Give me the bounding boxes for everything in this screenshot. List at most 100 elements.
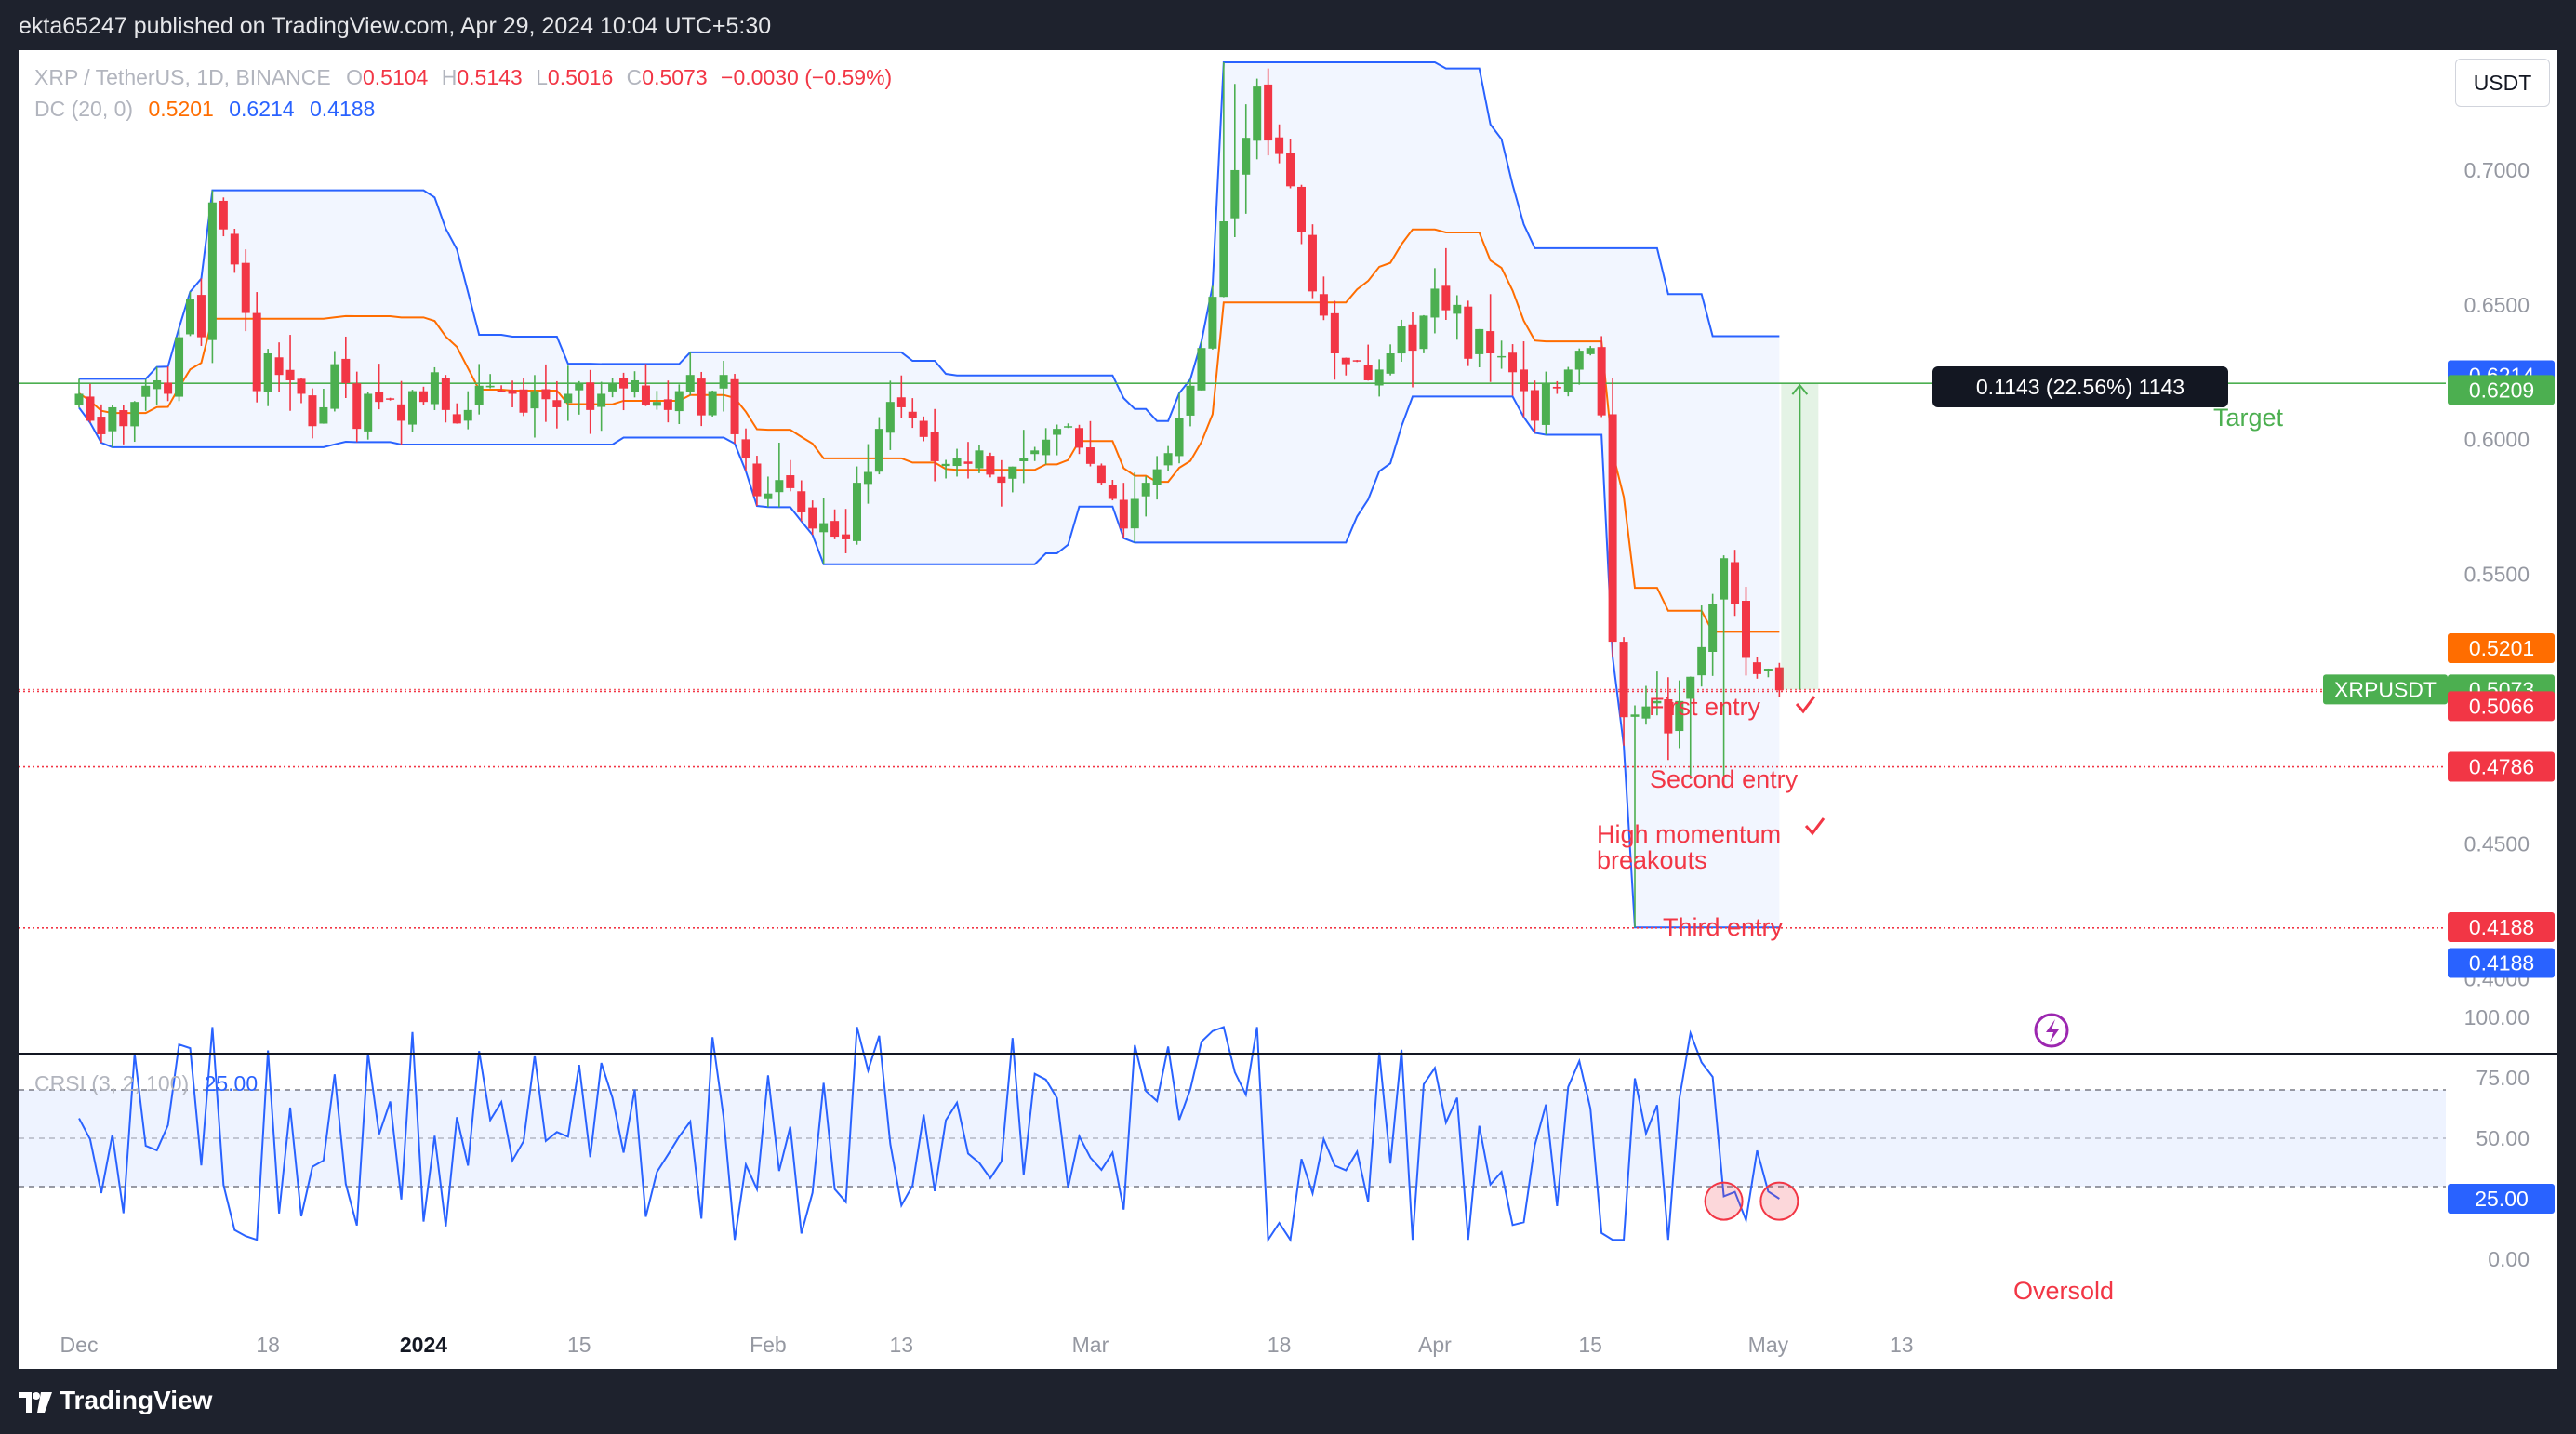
third-entry-tag-bg	[2448, 911, 2555, 942]
candle-body	[1197, 348, 1206, 391]
candle-body	[874, 429, 883, 472]
candle-body	[808, 507, 817, 529]
crsi-legend: CRSI (3, 2, 100) 25.00	[34, 1071, 258, 1096]
crsi-pane	[19, 1026, 2446, 1243]
candle-body	[1675, 700, 1684, 732]
low-label: L	[536, 65, 548, 89]
time-tick-label: 18	[1268, 1333, 1292, 1357]
candle-body	[1408, 324, 1417, 352]
dc-lower-tag-bg	[2448, 948, 2555, 978]
published-info: ekta65247 published on TradingView.com, …	[19, 13, 772, 39]
candle-body	[863, 471, 872, 485]
target-price-tag: 0.6209	[2448, 375, 2555, 405]
close-value: 0.5073	[642, 65, 708, 89]
first-entry-tag-bg	[2448, 691, 2555, 722]
currency-button[interactable]: USDT	[2455, 59, 2550, 107]
crsi-value: 25.00	[204, 1071, 259, 1095]
candle-body	[1075, 428, 1083, 448]
measure-tooltip: 0.1143 (22.56%) 1143	[1932, 366, 2228, 407]
candle-body	[963, 461, 973, 464]
axis-layer: 0.40000.45000.50000.55000.60000.65000.70…	[19, 158, 2557, 1357]
candle-body	[919, 420, 928, 437]
candle-body	[207, 202, 217, 340]
candle-body	[1275, 137, 1284, 154]
candle-body	[285, 369, 295, 380]
candle-body	[853, 483, 861, 541]
candle-body	[119, 410, 128, 427]
candle-body	[797, 491, 806, 512]
crsi-tick-label: 0.00	[2488, 1247, 2530, 1271]
high-label: H	[441, 65, 458, 89]
candle-body	[752, 463, 762, 497]
candle-body	[575, 382, 584, 391]
open-label: O	[346, 65, 363, 89]
price-tick-label: 0.6500	[2464, 293, 2530, 317]
tradingview-logo-icon	[19, 1391, 52, 1413]
candle-body	[1253, 86, 1262, 141]
candle-body	[241, 262, 250, 313]
candle-body	[952, 458, 962, 467]
candle-body	[1430, 288, 1440, 318]
momentum-check-icon	[1804, 817, 1826, 836]
dc-mid-value: 0.5201	[148, 97, 214, 121]
momentum-annotation-line1: High momentum	[1597, 820, 1781, 848]
lightning-icon-bolt	[2046, 1019, 2059, 1042]
candle-body	[652, 402, 661, 406]
candle-body	[474, 385, 484, 405]
donchian-upper-line	[79, 61, 1780, 422]
candle-body	[1508, 352, 1518, 373]
candle-body	[819, 523, 829, 533]
candle-body	[997, 476, 1006, 484]
dc-upper-value: 0.6214	[229, 97, 295, 121]
candle-body	[1163, 453, 1173, 466]
candle-body	[1520, 369, 1528, 392]
candle-body	[1630, 714, 1640, 717]
time-tick-label: 2024	[400, 1333, 447, 1357]
target-price-tag-bg	[2448, 375, 2555, 405]
candle-body	[1230, 169, 1240, 219]
candle-body	[786, 475, 795, 488]
symbol-legend: XRP / TetherUS, 1D, BINANCE O0.5104 H0.5…	[34, 65, 892, 90]
candle-body	[1096, 465, 1106, 484]
candle-body	[619, 378, 629, 389]
candle-body	[741, 439, 750, 459]
candle-body	[896, 397, 906, 407]
candle-body	[1008, 466, 1017, 479]
candle-body	[552, 400, 562, 407]
candle-body	[1541, 382, 1550, 425]
candle-body	[508, 390, 517, 394]
candle-body	[764, 493, 773, 499]
candle-body	[1486, 331, 1495, 354]
candle-body	[631, 379, 639, 392]
target-price-tag-text: 0.6209	[2469, 378, 2534, 402]
candle-body	[519, 389, 528, 413]
candle-body	[297, 378, 306, 394]
change-value: −0.0030 (−0.59%)	[721, 65, 893, 89]
candle-body	[153, 379, 162, 390]
time-tick-label: 13	[890, 1333, 914, 1357]
chart-area[interactable]: 0.40000.45000.50000.55000.60000.65000.70…	[19, 50, 2557, 1369]
dc-lower-tag: 0.4188	[2448, 948, 2555, 978]
momentum-annotation-line2: breakouts	[1597, 846, 1707, 874]
candle-body	[708, 391, 717, 416]
chart-canvas[interactable]: 0.40000.45000.50000.55000.60000.65000.70…	[19, 50, 2557, 1369]
tradingview-logo[interactable]: TradingView	[19, 1386, 212, 1415]
time-tick-label: 15	[567, 1333, 591, 1357]
first-entry-tag-text: 0.5066	[2469, 694, 2534, 718]
dc-mid-tag-bg	[2448, 633, 2555, 664]
candle-body	[1064, 426, 1073, 428]
candle-body	[274, 357, 284, 376]
candle-body	[986, 456, 995, 475]
candle-body	[1686, 676, 1695, 699]
open-value: 0.5104	[363, 65, 429, 89]
oversold-marker	[1759, 1181, 1799, 1221]
candle-body	[697, 378, 706, 416]
candle-body	[1242, 138, 1251, 175]
candle-body	[530, 391, 539, 409]
candle-body	[930, 432, 939, 461]
candle-body	[141, 385, 151, 397]
donchian-middle-line	[78, 228, 1780, 633]
time-tick-label: 15	[1578, 1333, 1602, 1357]
candle-body	[1264, 84, 1273, 141]
candle-body	[1152, 469, 1162, 485]
